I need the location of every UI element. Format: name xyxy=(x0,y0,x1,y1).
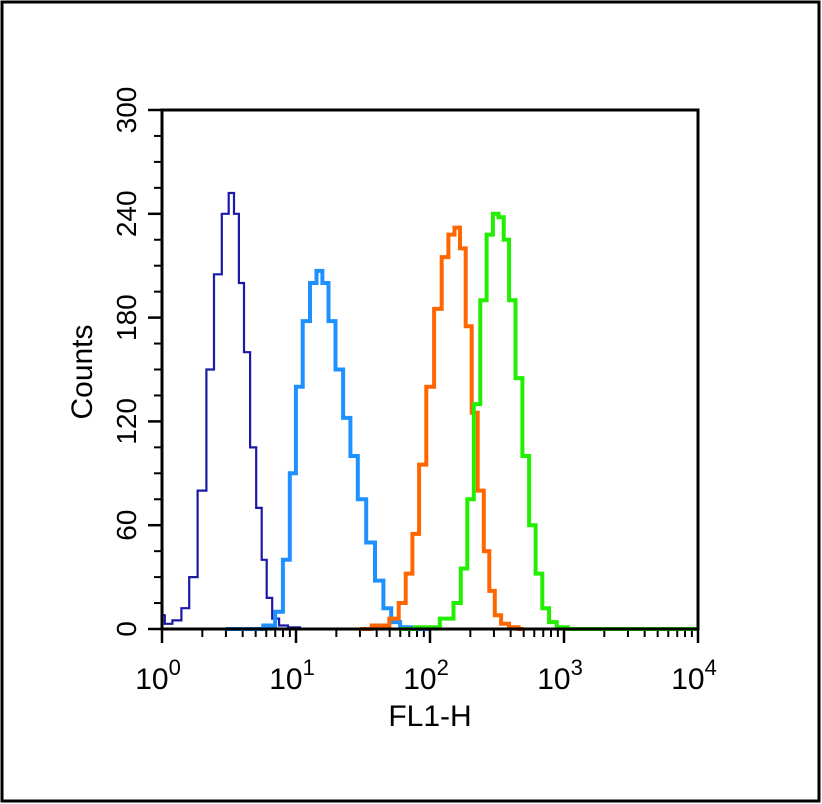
y-tick-label: 300 xyxy=(111,87,142,134)
series-3-line xyxy=(359,225,524,631)
series-layer xyxy=(162,191,698,631)
x-tick-label: 104 xyxy=(671,655,717,696)
series-1-line xyxy=(162,191,337,631)
y-tick-label: 60 xyxy=(111,510,142,541)
x-tick-label: 102 xyxy=(403,655,449,696)
x-tick-label: 103 xyxy=(537,655,583,696)
y-tick-label: 180 xyxy=(111,294,142,341)
x-tick-label: 101 xyxy=(269,655,315,696)
series-4-line xyxy=(400,211,698,631)
y-tick-label: 0 xyxy=(111,621,142,637)
x-tick-label: 100 xyxy=(135,655,181,696)
x-axis-label: FL1-H xyxy=(388,700,471,733)
y-tick-label: 240 xyxy=(111,190,142,237)
series-2-line xyxy=(225,268,430,631)
y-axis-label: Counts xyxy=(66,324,99,419)
x-axis: 100 101 102 103 104 xyxy=(135,629,717,696)
y-tick-label: 120 xyxy=(111,398,142,445)
y-axis: 0 60 120 180 240 300 xyxy=(111,87,162,637)
